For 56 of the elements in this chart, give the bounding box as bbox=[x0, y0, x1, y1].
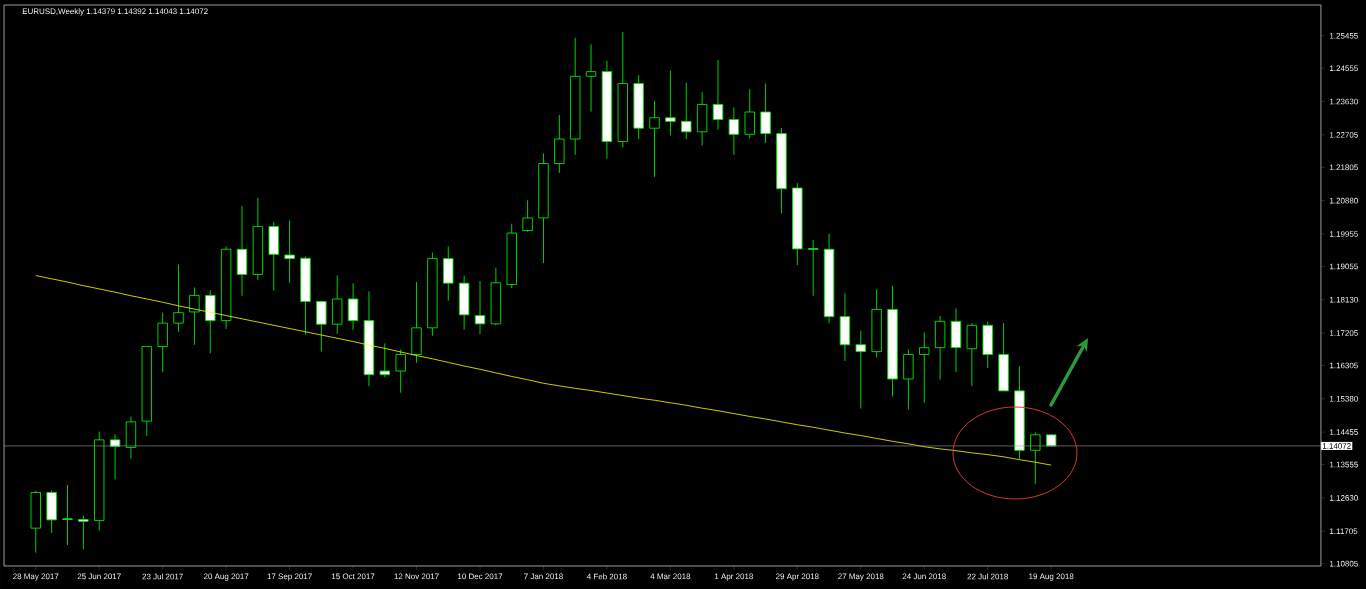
candlestick bbox=[490, 267, 502, 327]
candlestick bbox=[157, 312, 168, 373]
candlestick bbox=[919, 332, 930, 404]
candlestick bbox=[252, 197, 264, 281]
candlestick bbox=[903, 348, 914, 411]
candlestick bbox=[236, 205, 248, 297]
candlestick bbox=[807, 239, 819, 297]
candlestick bbox=[220, 245, 232, 330]
candlestick bbox=[950, 307, 962, 373]
candlestick bbox=[760, 83, 771, 144]
candlestick bbox=[411, 281, 422, 364]
candlestick bbox=[538, 152, 549, 264]
candlestick bbox=[649, 100, 660, 178]
candlestick bbox=[1014, 365, 1025, 460]
candlestick bbox=[332, 275, 343, 335]
candlestick bbox=[189, 287, 200, 346]
candlestick bbox=[173, 263, 184, 333]
candlestick bbox=[554, 114, 565, 174]
candlestick bbox=[506, 223, 517, 289]
candlestick bbox=[363, 290, 375, 387]
candlestick bbox=[474, 280, 486, 335]
candlestick bbox=[855, 330, 866, 409]
candlestick bbox=[601, 60, 613, 159]
candlestick bbox=[982, 320, 993, 369]
candlestick bbox=[776, 127, 787, 214]
candlestick bbox=[681, 82, 692, 140]
candlestick bbox=[839, 292, 851, 362]
candlestick bbox=[966, 322, 978, 387]
candlestick bbox=[347, 282, 359, 331]
candlestick bbox=[617, 31, 629, 148]
candlestick bbox=[522, 199, 533, 231]
candlestick bbox=[300, 256, 311, 336]
candlestick bbox=[585, 43, 597, 113]
candlestick bbox=[379, 342, 391, 378]
candlestick bbox=[46, 489, 57, 534]
candlestick bbox=[268, 221, 279, 292]
candlestick bbox=[427, 252, 438, 337]
candlestick bbox=[284, 220, 295, 284]
candlestick bbox=[665, 70, 676, 136]
candlestick bbox=[728, 106, 740, 156]
candlestick bbox=[934, 315, 946, 381]
candlestick bbox=[712, 59, 724, 131]
candlestick bbox=[871, 288, 882, 359]
candlestick bbox=[125, 416, 137, 460]
candlestick bbox=[62, 484, 73, 546]
candlestick bbox=[443, 245, 454, 302]
candlestick bbox=[887, 285, 898, 398]
candlestick bbox=[633, 74, 644, 140]
candlestick bbox=[78, 515, 89, 550]
candlestick bbox=[205, 289, 216, 354]
candlestick bbox=[94, 431, 105, 532]
candlestick bbox=[458, 275, 470, 331]
candlestick bbox=[823, 233, 835, 324]
candlestick bbox=[696, 91, 708, 146]
candlestick bbox=[792, 182, 803, 266]
candlestick bbox=[569, 37, 581, 156]
